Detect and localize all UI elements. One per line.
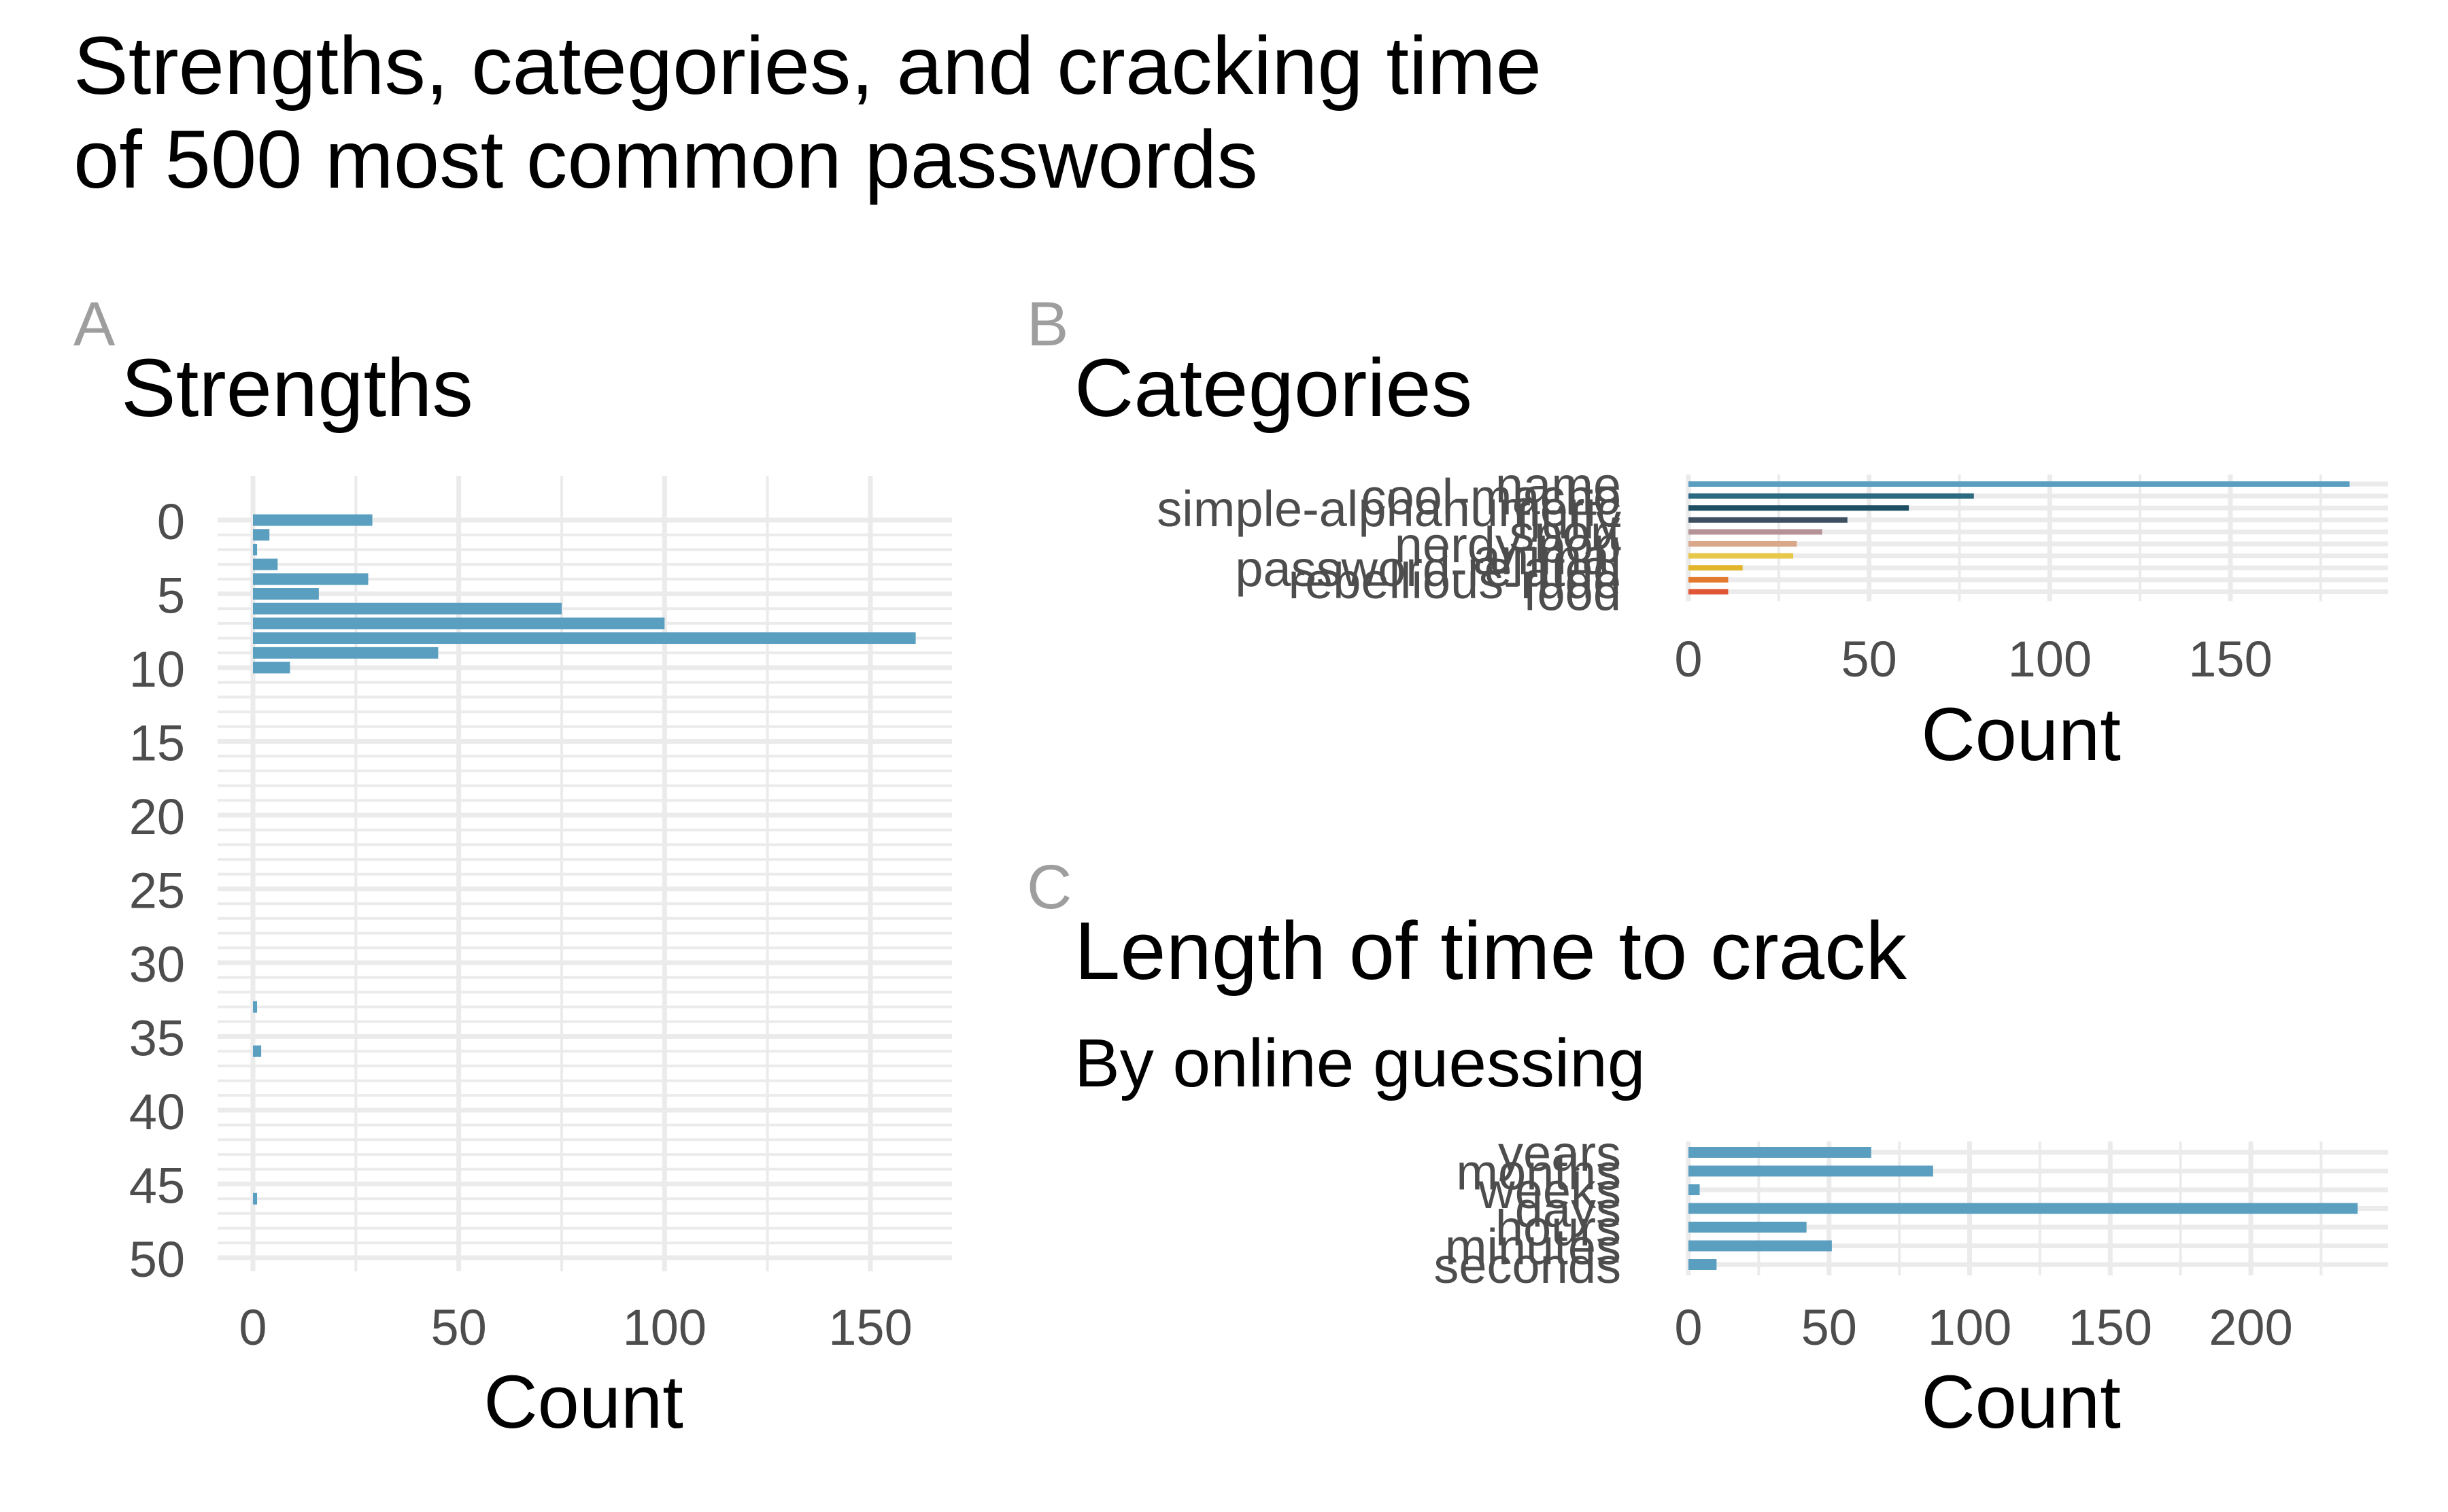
panel-b-x-tick: 0 (1674, 631, 1702, 687)
panel-c-y-tick: seconds (1433, 1237, 1621, 1294)
panel-b-bar (1688, 493, 1974, 499)
panel-b-bar (1688, 565, 1743, 571)
panel-b-y-tick: sport (1509, 504, 1621, 561)
panel-a-bar (253, 514, 373, 526)
panel-a-x-tick-labels: 0 50 100 150 (239, 1299, 912, 1356)
panel-c-bar (1688, 1203, 2358, 1214)
panel-c-x-tick-labels: 0 50 100 150 200 (1674, 1299, 2292, 1356)
panel-c-bar (1688, 1259, 1717, 1270)
panel-a-bar (253, 662, 290, 674)
panel-c-y-tick: weeks (1478, 1163, 1621, 1219)
figure-title-line-1: Strengths, categories, and cracking time (73, 19, 1542, 111)
panel-b-y-tick: food (1523, 564, 1621, 621)
panel-a-y-tick: 20 (129, 789, 185, 845)
panel-a-bar (253, 543, 258, 555)
panel-b-y-tick: name (1495, 457, 1621, 513)
panel-c-title: Length of time to crack (1074, 904, 1907, 997)
panel-c-y-tick: minutes (1445, 1219, 1621, 1275)
panel-a-tag: A (73, 290, 116, 359)
panel-a-bar (253, 558, 278, 570)
panel-c-y-tick: years (1498, 1125, 1621, 1182)
panel-a-x-tick: 0 (239, 1299, 267, 1356)
panel-a-y-tick-labels: 0 5 10 15 20 25 30 35 40 45 50 (129, 494, 185, 1288)
panel-c-bar (1688, 1184, 1700, 1195)
panel-b-bar (1688, 529, 1822, 535)
panel-a-y-tick: 50 (129, 1231, 185, 1288)
panel-b-y-tick: simple-alphanumeric (1157, 481, 1621, 537)
panel-a-y-tick: 15 (129, 715, 185, 772)
figure-title-line-2: of 500 most common passwords (73, 113, 1258, 205)
panel-c: C Length of time to crack By online gues… (1027, 853, 2388, 1444)
panel-a-bar (253, 573, 369, 585)
panel-c-x-axis-title: Count (1921, 1360, 2121, 1444)
panel-b-x-tick-labels: 0 50 100 150 (1674, 631, 2272, 687)
panel-a-y-tick: 35 (129, 1010, 185, 1067)
panel-a-bar (253, 1001, 258, 1013)
panel-a-bar (253, 647, 439, 659)
panel-a-y-tick: 30 (129, 936, 185, 993)
panel-c-tag: C (1027, 853, 1072, 922)
panel-c-y-tick: days (1515, 1182, 1621, 1238)
panel-a-bar (253, 632, 916, 645)
panel-c-bar (1688, 1240, 1832, 1252)
panel-a-y-tick: 0 (157, 494, 185, 550)
panel-b-x-tick: 100 (2008, 631, 2092, 687)
panel-b-bar (1688, 541, 1797, 547)
panel-c-x-tick: 0 (1674, 1299, 1702, 1356)
panel-c-bars (1688, 1147, 2358, 1270)
panel-b-y-tick: animal (1473, 529, 1621, 585)
panel-b-y-tick-labels: namecool-machosimple-alphanumericfluffys… (1157, 457, 1621, 621)
panel-b-x-tick: 50 (1841, 631, 1897, 687)
panel-a-x-tick: 50 (431, 1299, 487, 1356)
panel-b-bar (1688, 589, 1729, 595)
panel-b-y-tick: password-related (1235, 540, 1621, 597)
panel-a-y-tick: 10 (129, 641, 185, 698)
panel-a-y-tick: 25 (129, 863, 185, 919)
panel-a-bar (253, 529, 270, 541)
panel-c-bar (1688, 1222, 1807, 1233)
panel-b-y-tick: rebellious-rude (1289, 553, 1622, 609)
panel-c-bar (1688, 1147, 1871, 1158)
panel-c-y-tick: months (1456, 1144, 1621, 1201)
panel-a-y-tick: 5 (157, 568, 185, 624)
panel-b-y-tick: nerdy-pop (1395, 517, 1621, 573)
panel-b-x-tick: 150 (2188, 631, 2272, 687)
panel-a-bar (253, 1045, 262, 1057)
panel-a-x-axis-title: Count (483, 1360, 683, 1444)
panel-b-tag: B (1027, 290, 1068, 359)
panel-a-bars (253, 514, 916, 1205)
panel-b-bars (1688, 481, 2350, 595)
panel-c-y-tick: hours (1495, 1200, 1621, 1256)
panel-b-bar (1688, 553, 1794, 559)
panel-a-bar (253, 617, 665, 630)
panel-a-x-tick: 100 (623, 1299, 707, 1356)
panel-a-x-tick: 150 (828, 1299, 912, 1356)
panel-b-bar (1688, 481, 2350, 487)
panel-c-x-tick: 200 (2209, 1299, 2292, 1356)
panel-c-bar (1688, 1165, 1933, 1177)
panel-a-bar (253, 1192, 258, 1205)
panel-b: B Categories namecool-machosimple-alphan… (1027, 290, 2388, 776)
panel-b-y-tick: fluffy (1516, 493, 1621, 549)
panel-b-y-tick: cool-macho (1361, 469, 1621, 526)
panel-c-x-tick: 150 (2069, 1299, 2152, 1356)
panel-b-bar (1688, 517, 1848, 523)
panel-b-bar (1688, 577, 1729, 583)
panel-c-x-tick: 50 (1801, 1299, 1857, 1356)
panel-b-title: Categories (1074, 341, 1472, 434)
panel-b-x-axis-title: Count (1921, 693, 2121, 776)
panel-a-bar (253, 588, 319, 600)
panel-a: A Strengths 0 5 10 15 20 25 30 35 40 45 50 0 50 100 1… (73, 290, 952, 1444)
panel-b-bar (1688, 505, 1909, 511)
panel-c-subtitle: By online guessing (1074, 1025, 1645, 1101)
panel-a-y-tick: 40 (129, 1084, 185, 1140)
panel-a-y-tick: 45 (129, 1158, 185, 1214)
panel-a-bar (253, 602, 562, 615)
panel-c-x-tick: 100 (1928, 1299, 2011, 1356)
panel-a-title: Strengths (121, 341, 473, 434)
panel-a-gridlines (218, 476, 952, 1271)
